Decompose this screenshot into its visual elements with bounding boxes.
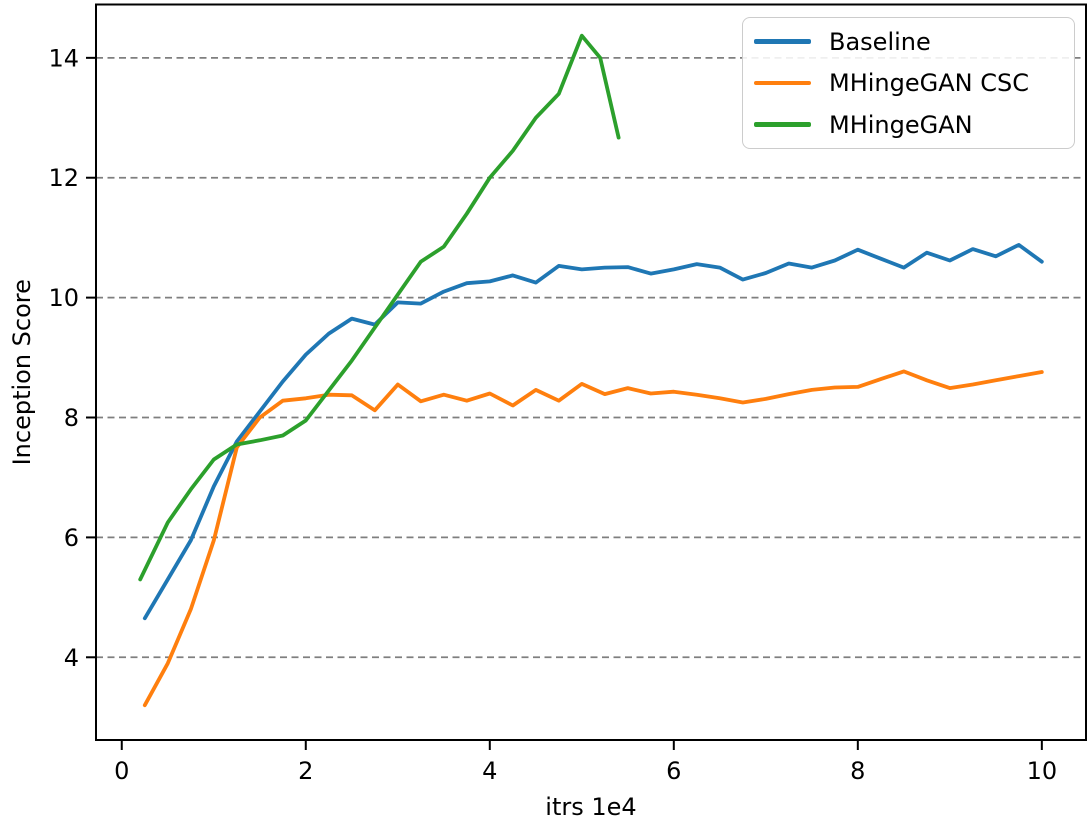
x-tick-label-2: 2 [298,757,313,785]
x-tick-label-0: 0 [114,757,129,785]
legend-entry-mhingegan-csc: MHingeGAN CSC [754,63,1074,103]
legend-line-swatch-mhingegan-csc [754,80,811,86]
legend-line-swatch-mhingegan [754,122,811,127]
x-tick-label-6: 6 [666,757,681,785]
x-tick-label-10: 10 [1027,757,1058,785]
legend-label-mhingegan: MHingeGAN [829,110,973,139]
x-tick-label-4: 4 [482,757,497,785]
y-tick-label-6: 6 [64,524,79,552]
series-line-baseline [142,242,1044,621]
y-axis-label: Inception Score [8,279,36,465]
y-tick-label-10: 10 [48,284,79,312]
legend-label-mhingegan-csc: MHingeGAN CSC [829,69,1029,97]
x-tick-label-8: 8 [850,757,865,785]
plot-border [95,3,1087,741]
y-tick-label-8: 8 [64,404,79,432]
y-tick-label-14: 14 [48,44,79,72]
y-tick-label-12: 12 [48,164,79,192]
series-line-mhingegan-csc [142,369,1044,708]
series-line-mhingegan [138,33,621,582]
y-tick-label-4: 4 [64,644,79,672]
legend-line-swatch-baseline [754,39,811,44]
legend-label-baseline: Baseline [829,27,931,56]
legend-entry-mhingegan: MHingeGAN [754,105,1074,145]
legend-entry-baseline: Baseline [754,22,1074,62]
legend: Baseline MHingeGAN CSC MHingeGAN [742,17,1075,149]
x-axis-label: itrs 1e4 [545,793,636,821]
